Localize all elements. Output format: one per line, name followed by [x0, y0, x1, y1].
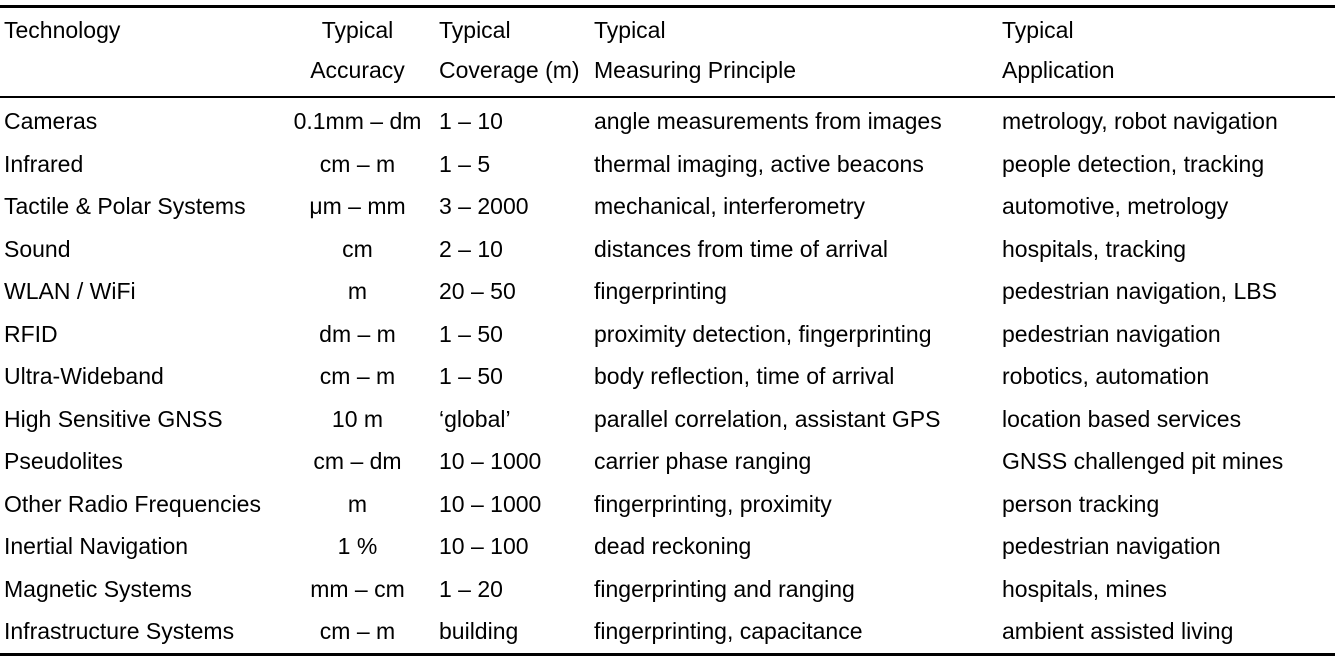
cell-accuracy: 10 m	[331, 405, 384, 432]
cell-coverage: ‘global’	[439, 405, 511, 432]
table-row: Pseudolites cm – dm 10 – 1000 carrier ph…	[0, 440, 1335, 483]
cell-technology: Infrared	[4, 150, 84, 177]
cell-coverage: 1 – 5	[439, 150, 491, 177]
header-line-1: Technology	[4, 17, 121, 43]
cell-technology: Ultra-Wideband	[4, 363, 164, 390]
cell-application: pedestrian navigation, LBS	[1002, 278, 1277, 305]
header-line-2: Application	[1002, 57, 1115, 83]
cell-coverage: 1 – 50	[439, 320, 503, 347]
cell-coverage: 1 – 10	[439, 108, 503, 135]
header-technology: Technology	[0, 7, 280, 98]
cell-coverage: 10 – 1000	[439, 490, 542, 517]
cell-measuring-principle: body reflection, time of arrival	[594, 363, 895, 390]
cell-application: automotive, metrology	[1002, 193, 1229, 220]
cell-application: robotics, automation	[1002, 363, 1210, 390]
cell-accuracy: cm – m	[319, 150, 396, 177]
cell-technology: Other Radio Frequencies	[4, 490, 261, 517]
header-line-1: Typical	[594, 17, 666, 43]
technology-comparison-table: Technology Typical Accuracy Typical Cove…	[0, 5, 1335, 656]
cell-measuring-principle: thermal imaging, active beacons	[594, 150, 924, 177]
table-row: Cameras 0.1mm – dm 1 – 10 angle measurem…	[0, 97, 1335, 143]
cell-accuracy: 0.1mm – dm	[293, 108, 422, 135]
cell-accuracy: cm – m	[319, 618, 396, 645]
table-row: Infrastructure Systems cm – m building f…	[0, 610, 1335, 654]
table-row: Ultra-Wideband cm – m 1 – 50 body reflec…	[0, 355, 1335, 398]
cell-technology: Cameras	[4, 108, 98, 135]
header-line-2: Accuracy	[310, 57, 405, 83]
cell-application: location based services	[1002, 405, 1242, 432]
cell-accuracy: μm – mm	[309, 193, 406, 220]
cell-application: metrology, robot navigation	[1002, 108, 1278, 135]
header-coverage: Typical Coverage (m)	[435, 7, 590, 98]
cell-application: hospitals, tracking	[1002, 235, 1187, 262]
table-body: Cameras 0.1mm – dm 1 – 10 angle measurem…	[0, 97, 1335, 654]
header-accuracy: Typical Accuracy	[280, 7, 435, 98]
header-line-1: Typical	[439, 17, 511, 43]
table-row: High Sensitive GNSS 10 m ‘global’ parall…	[0, 398, 1335, 441]
header-line-2: Measuring Principle	[594, 57, 796, 83]
cell-coverage: 20 – 50	[439, 278, 516, 305]
cell-accuracy: mm – cm	[310, 575, 405, 602]
cell-measuring-principle: mechanical, interferometry	[594, 193, 865, 220]
cell-technology: Tactile & Polar Systems	[4, 193, 246, 220]
cell-coverage: 10 – 100	[439, 533, 529, 560]
cell-application: pedestrian navigation	[1002, 320, 1221, 347]
cell-coverage: 1 – 50	[439, 363, 503, 390]
cell-measuring-principle: proximity detection, fingerprinting	[594, 320, 932, 347]
cell-measuring-principle: distances from time of arrival	[594, 235, 888, 262]
table-row: RFID dm – m 1 – 50 proximity detection, …	[0, 313, 1335, 356]
header-measuring-principle: Typical Measuring Principle	[590, 7, 998, 98]
header-line-2: Coverage (m)	[439, 57, 580, 83]
cell-technology: High Sensitive GNSS	[4, 405, 223, 432]
cell-accuracy: m	[347, 490, 368, 517]
cell-coverage: building	[439, 618, 519, 645]
table-row: Tactile & Polar Systems μm – mm 3 – 2000…	[0, 185, 1335, 228]
cell-technology: Sound	[4, 235, 71, 262]
cell-technology: RFID	[4, 320, 58, 347]
cell-measuring-principle: fingerprinting, capacitance	[594, 618, 863, 645]
header-application: Typical Application	[998, 7, 1335, 98]
cell-measuring-principle: fingerprinting	[594, 278, 727, 305]
cell-accuracy: cm	[342, 235, 373, 262]
cell-measuring-principle: fingerprinting and ranging	[594, 575, 855, 602]
cell-application: people detection, tracking	[1002, 150, 1265, 177]
cell-accuracy: dm – m	[319, 320, 396, 347]
cell-application: ambient assisted living	[1002, 618, 1234, 645]
cell-application: GNSS challenged pit mines	[1002, 448, 1284, 475]
cell-application: hospitals, mines	[1002, 575, 1167, 602]
cell-accuracy: m	[347, 278, 368, 305]
cell-technology: Inertial Navigation	[4, 533, 189, 560]
cell-measuring-principle: carrier phase ranging	[594, 448, 812, 475]
cell-accuracy: 1 %	[337, 533, 378, 560]
cell-coverage: 3 – 2000	[439, 193, 529, 220]
cell-application: person tracking	[1002, 490, 1160, 517]
header-line-1: Typical	[321, 17, 394, 43]
cell-measuring-principle: parallel correlation, assistant GPS	[594, 405, 941, 432]
cell-coverage: 10 – 1000	[439, 448, 542, 475]
header-line-1: Typical	[1002, 17, 1074, 43]
cell-coverage: 1 – 20	[439, 575, 503, 602]
table-row: WLAN / WiFi m 20 – 50 fingerprinting ped…	[0, 270, 1335, 313]
cell-measuring-principle: angle measurements from images	[594, 108, 942, 135]
cell-technology: WLAN / WiFi	[4, 278, 136, 305]
cell-measuring-principle: dead reckoning	[594, 533, 752, 560]
cell-accuracy: cm – dm	[313, 448, 402, 475]
cell-accuracy: cm – m	[319, 363, 396, 390]
table-row: Sound cm 2 – 10 distances from time of a…	[0, 228, 1335, 271]
cell-technology: Infrastructure Systems	[4, 618, 235, 645]
table-header: Technology Typical Accuracy Typical Cove…	[0, 6, 1335, 98]
table-row: Infrared cm – m 1 – 5 thermal imaging, a…	[0, 143, 1335, 186]
table-row: Other Radio Frequencies m 10 – 1000 fing…	[0, 483, 1335, 526]
table-row: Magnetic Systems mm – cm 1 – 20 fingerpr…	[0, 568, 1335, 611]
cell-application: pedestrian navigation	[1002, 533, 1221, 560]
technology-comparison-table-wrapper: Technology Typical Accuracy Typical Cove…	[0, 5, 1335, 656]
cell-measuring-principle: fingerprinting, proximity	[594, 490, 832, 517]
table-row: Inertial Navigation 1 % 10 – 100 dead re…	[0, 525, 1335, 568]
header-row: Technology Typical Accuracy Typical Cove…	[0, 6, 1335, 98]
cell-technology: Pseudolites	[4, 448, 123, 475]
cell-coverage: 2 – 10	[439, 235, 503, 262]
cell-technology: Magnetic Systems	[4, 575, 192, 602]
